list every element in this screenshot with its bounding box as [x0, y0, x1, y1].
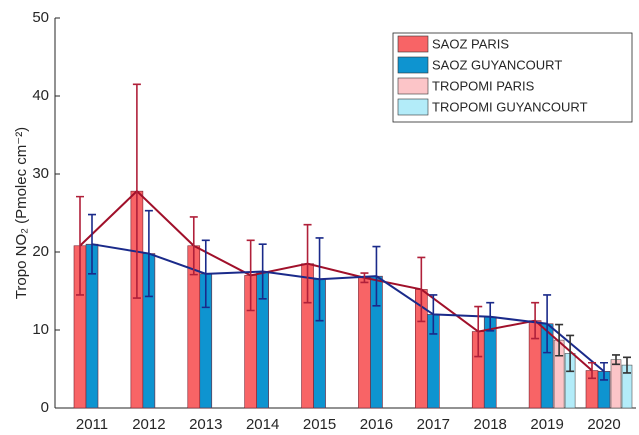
- error-bar: [258, 243, 267, 300]
- error-bar: [189, 216, 198, 276]
- bar: [358, 277, 371, 409]
- y-tick-label: 10: [32, 321, 49, 338]
- error-bar: [201, 239, 210, 309]
- error-bar: [566, 334, 575, 373]
- bar: [610, 359, 622, 409]
- error-bar: [623, 356, 631, 374]
- x-tick-label: 2017: [417, 416, 450, 433]
- error-bar: [315, 237, 324, 322]
- y-axis-label: Tropo NO₂ (Pmolec cm⁻²): [13, 127, 30, 299]
- error-bar: [543, 294, 552, 354]
- legend-label: TROPOMI GUYANCOURT: [432, 99, 588, 114]
- x-tick-label: 2016: [360, 416, 393, 433]
- error-bar: [246, 239, 255, 312]
- series-line: [79, 189, 593, 372]
- legend-swatch: [397, 77, 429, 95]
- x-tick-label: 2018: [474, 416, 507, 433]
- error-bar: [76, 195, 84, 296]
- legend-box: [392, 32, 633, 123]
- legend-label: SAOZ PARIS: [432, 36, 509, 51]
- error-bar: [612, 354, 620, 366]
- error-bar: [474, 305, 483, 358]
- series-line: [91, 243, 605, 373]
- error-bar: [303, 223, 312, 304]
- y-tick-label: 0: [41, 399, 49, 416]
- error-bar: [588, 361, 596, 380]
- error-bar: [486, 301, 495, 332]
- error-bar: [531, 301, 540, 340]
- legend-swatch: [397, 35, 429, 53]
- error-bar: [555, 323, 564, 357]
- error-bar: [600, 361, 608, 381]
- error-bar: [417, 256, 426, 323]
- x-tick-label: 2015: [303, 416, 336, 433]
- error-bar: [372, 245, 381, 307]
- error-bar: [144, 209, 153, 298]
- y-tick-label: 20: [32, 243, 49, 260]
- legend-label: TROPOMI PARIS: [432, 78, 535, 93]
- y-tick-label: 30: [32, 165, 49, 182]
- x-tick-label: 2020: [587, 416, 620, 433]
- legend-swatch: [397, 98, 429, 116]
- legend-label: SAOZ GUYANCOURT: [432, 57, 562, 72]
- x-tick-label: 2012: [132, 416, 165, 433]
- y-tick-label: 40: [32, 87, 49, 104]
- error-bar: [429, 294, 438, 335]
- error-bar: [360, 272, 369, 284]
- x-tick-label: 2014: [246, 416, 279, 433]
- error-bar: [88, 213, 96, 275]
- x-tick-label: 2011: [76, 416, 108, 433]
- y-tick-label: 50: [32, 9, 49, 26]
- error-bar: [132, 83, 141, 299]
- x-tick-label: 2019: [530, 416, 563, 433]
- x-tick-label: 2013: [189, 416, 222, 433]
- legend-swatch: [397, 56, 429, 74]
